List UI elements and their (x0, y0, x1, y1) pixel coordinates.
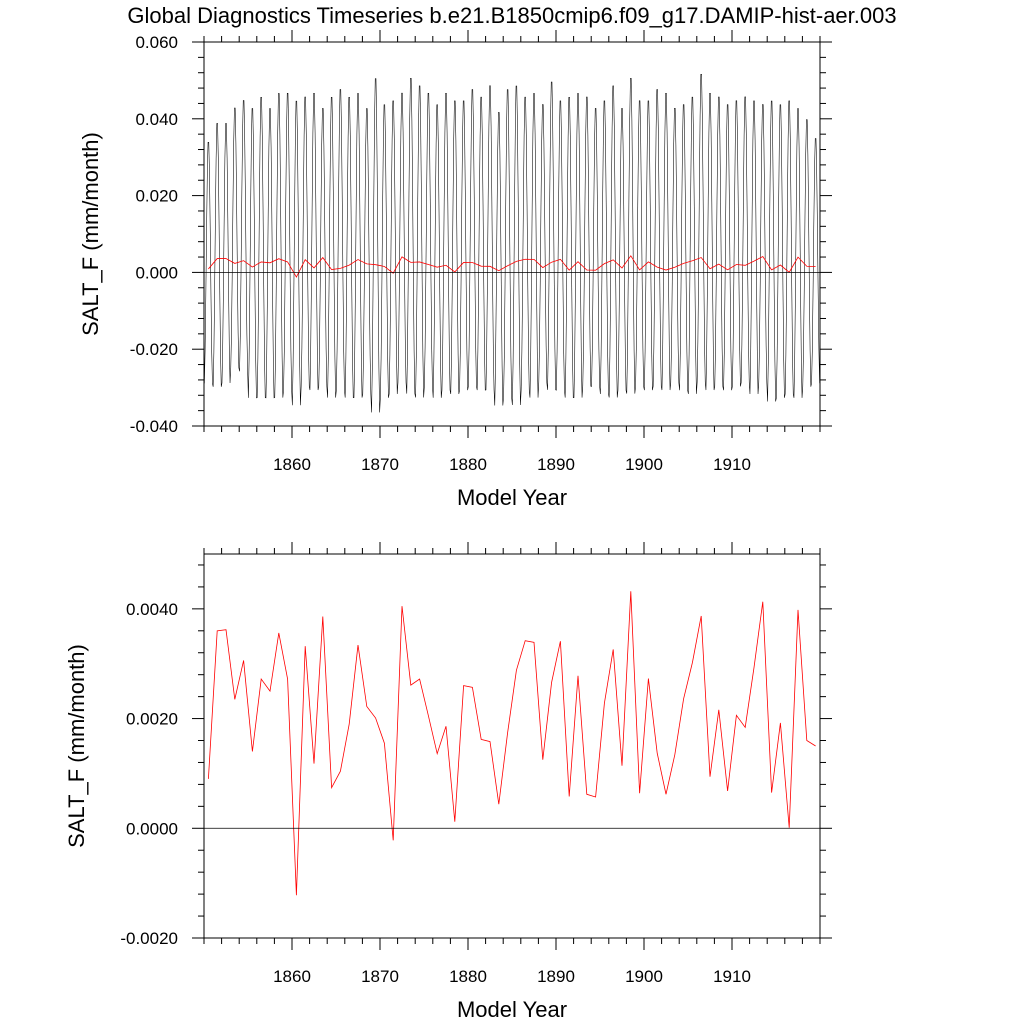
bottom-panel-y-axis-label: SALT_F (mm/month) (64, 644, 89, 848)
bottom-panel-x-tick-label: 1870 (361, 967, 399, 986)
bottom-panel-y-tick-label: -0.0020 (120, 929, 178, 948)
bottom-panel-y-tick-label: 0.0000 (126, 819, 178, 838)
bottom-panel-frame (203, 553, 821, 939)
bottom-panel-series (208, 591, 816, 896)
top-panel-y-tick-label: -0.020 (130, 340, 178, 359)
bottom-panel-ticks (192, 542, 832, 950)
top-panel-ticks (192, 30, 832, 438)
bottom-panel-y-tick-labels: -0.0020 0.0000 0.0020 0.0040 (120, 600, 178, 948)
top-panel-series (204, 74, 820, 413)
bottom-panel-x-tick-labels: 1860 1870 1880 1890 1900 1910 (273, 967, 751, 986)
top-panel-y-tick-label: 0.020 (135, 187, 178, 206)
figure-title: Global Diagnostics Timeseries b.e21.B185… (127, 3, 896, 28)
top-panel-x-tick-label: 1880 (449, 455, 487, 474)
top-panel-y-tick-label: -0.040 (130, 417, 178, 436)
top-panel: -0.040 -0.020 0.000 0.020 0.040 0.060 1860 187… (78, 30, 832, 510)
top-panel-x-tick-label: 1870 (361, 455, 399, 474)
top-panel-annual-series-line (208, 255, 816, 278)
top-panel-y-tick-labels: -0.040 -0.020 0.000 0.020 0.040 0.060 (130, 33, 178, 436)
top-panel-y-tick-label: 0.040 (135, 110, 178, 129)
top-panel-x-axis-label: Model Year (457, 485, 567, 510)
bottom-panel-x-tick-label: 1890 (537, 967, 575, 986)
top-panel-x-tick-labels: 1860 1870 1880 1890 1900 1910 (273, 455, 751, 474)
bottom-panel-x-tick-label: 1860 (273, 967, 311, 986)
bottom-panel-x-axis-label: Model Year (457, 997, 567, 1022)
bottom-panel-x-tick-label: 1880 (449, 967, 487, 986)
top-panel-y-tick-label: 0.060 (135, 33, 178, 52)
bottom-panel-x-tick-label: 1900 (625, 967, 663, 986)
top-panel-monthly-series-line (204, 74, 820, 413)
top-panel-x-tick-label: 1900 (625, 455, 663, 474)
top-panel-x-tick-label: 1890 (537, 455, 575, 474)
bottom-panel-y-tick-label: 0.0020 (126, 710, 178, 729)
bottom-panel-x-tick-label: 1910 (713, 967, 751, 986)
top-panel-y-axis-label: SALT_F (mm/month) (78, 132, 103, 336)
top-panel-x-tick-label: 1860 (273, 455, 311, 474)
top-panel-x-tick-label: 1910 (713, 455, 751, 474)
top-panel-y-tick-label: 0.000 (135, 263, 178, 282)
bottom-panel-y-tick-label: 0.0040 (126, 600, 178, 619)
top-panel-frame (203, 41, 821, 427)
bottom-panel-annual-series-line (208, 591, 816, 896)
